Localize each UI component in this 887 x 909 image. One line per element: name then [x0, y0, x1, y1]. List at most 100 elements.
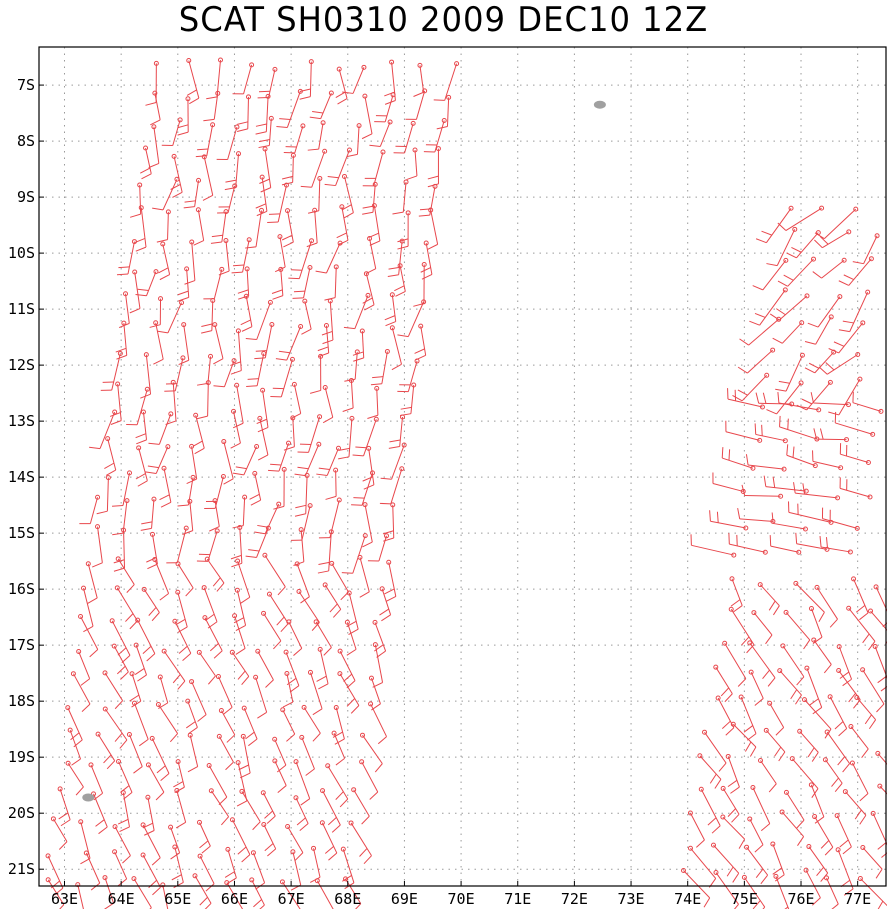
barb-shaft — [194, 180, 200, 207]
plot-frame — [38, 46, 887, 887]
barb-station — [165, 444, 171, 450]
wind-barb — [215, 674, 233, 715]
barb-shaft — [335, 149, 350, 186]
barb-feather — [383, 537, 394, 542]
barb-shaft — [262, 390, 269, 428]
barb-shaft — [191, 681, 207, 715]
barb-feather — [290, 413, 301, 420]
wind-barb — [687, 810, 705, 848]
barb-shaft — [47, 879, 65, 905]
barb-feather — [282, 701, 294, 708]
wind-barb — [727, 388, 765, 410]
barb-feather — [420, 267, 431, 273]
wind-barb — [751, 610, 773, 645]
barb-station — [870, 810, 876, 816]
barb-feather — [172, 191, 183, 198]
y-tick-label: 19S — [8, 748, 35, 766]
wind-barb — [152, 556, 170, 601]
wind-barb — [232, 443, 260, 476]
wind-barb — [89, 409, 118, 450]
barb-feather — [372, 376, 384, 379]
barb-station — [401, 442, 407, 448]
barb-shaft — [172, 382, 177, 421]
barb-feather — [245, 555, 257, 558]
barb-feather — [819, 236, 829, 245]
barb-feather — [201, 845, 211, 854]
barb-station — [789, 756, 795, 762]
barb-shaft — [350, 822, 372, 856]
wind-barb — [732, 372, 770, 402]
barb-feather — [146, 557, 157, 563]
barb-shaft — [808, 846, 829, 874]
wind-barb — [851, 576, 869, 621]
barb-shaft — [381, 351, 388, 384]
barb-station — [874, 233, 880, 239]
wind-barb — [192, 412, 205, 455]
wind-barb — [206, 57, 224, 100]
wind-barb — [317, 529, 334, 574]
barb-shaft — [235, 153, 240, 188]
barb-feather — [147, 563, 158, 570]
barb-shaft — [309, 61, 312, 97]
barb-shaft — [268, 69, 276, 98]
barb-feather — [294, 513, 306, 517]
barb-feather — [173, 881, 184, 889]
x-tick-label: 69E — [391, 890, 418, 908]
wind-barb — [65, 705, 83, 748]
barb-feather — [749, 746, 757, 757]
wind-barb — [757, 582, 780, 616]
barb-shaft — [769, 702, 785, 728]
barb-shaft — [288, 621, 303, 649]
wind-barb — [796, 379, 833, 411]
barb-feather — [332, 609, 342, 618]
wind-barb — [204, 474, 226, 509]
barb-feather — [106, 760, 116, 770]
barb-feather — [280, 623, 289, 633]
barb-station — [872, 643, 878, 649]
wind-barb — [423, 118, 447, 153]
barb-shaft — [207, 530, 218, 562]
barb-feather — [324, 183, 336, 187]
barb-station — [328, 90, 334, 96]
barb-station — [454, 61, 460, 67]
barb-feather — [855, 605, 866, 613]
barb-feather — [316, 473, 328, 476]
barb-shaft — [434, 120, 445, 153]
barb-shaft — [341, 206, 349, 241]
wind-barb — [819, 536, 853, 555]
barb-station — [741, 874, 747, 880]
barb-shaft — [419, 65, 425, 93]
barb-shaft — [722, 457, 754, 469]
barb-shaft — [298, 591, 320, 623]
barb-shaft — [781, 811, 804, 837]
barb-station — [362, 533, 368, 539]
barb-station — [687, 810, 693, 816]
barb-shaft — [207, 356, 212, 384]
wind-barb — [393, 120, 416, 154]
barb-feather — [388, 266, 400, 270]
barb-feather — [283, 241, 294, 248]
barb-feather — [346, 620, 357, 628]
barb-feather — [255, 350, 267, 352]
barb-feather — [727, 779, 738, 788]
wind-barb — [297, 414, 323, 453]
wind-barb — [757, 758, 777, 793]
wind-barb — [769, 293, 810, 321]
barb-station — [842, 789, 848, 795]
y-tick-label: 14S — [8, 468, 35, 486]
barb-feather — [171, 874, 182, 881]
wind-barb — [157, 674, 169, 709]
barb-shaft — [221, 211, 227, 243]
barb-shaft — [269, 593, 289, 624]
wind-barb — [174, 788, 187, 829]
barb-feather — [113, 567, 125, 572]
barb-feather — [230, 442, 241, 449]
x-tick-label: 64E — [108, 890, 135, 908]
barb-station — [131, 876, 137, 882]
wind-barb — [420, 240, 433, 280]
wind-barb — [342, 64, 367, 94]
barb-station — [78, 614, 84, 620]
barb-station — [254, 443, 260, 449]
barb-shaft — [313, 848, 321, 878]
barb-station — [239, 788, 245, 794]
